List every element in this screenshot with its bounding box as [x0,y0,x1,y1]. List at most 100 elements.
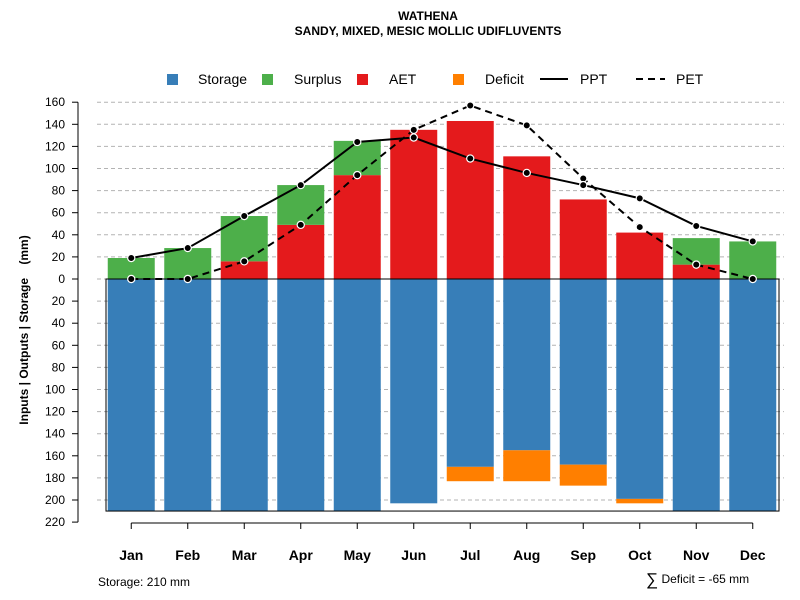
x-tick-label: Oct [628,547,652,563]
lines [127,101,757,284]
y-tick-label: 140 [45,117,65,131]
x-tick-label: Jul [460,547,480,563]
chart-title: WATHENA [398,9,458,23]
deficit-note: ∑ Deficit = -65 mm [646,570,749,590]
storage-bar [616,279,664,499]
legend-aet-swatch [357,74,368,85]
storage-note: Storage: 210 mm [98,575,191,589]
aet-bar [277,224,325,279]
legend-ppt-label: PPT [580,71,608,87]
ppt-point [183,243,192,253]
pet-line [131,104,753,280]
aet-bar [333,175,381,279]
y-tick-label: 60 [52,206,66,220]
x-tick-label: Jun [401,547,426,563]
ppt-point [692,221,701,231]
y-tick-label: 100 [45,162,65,176]
pet-point [353,170,362,180]
y-tick-label: 80 [52,184,66,198]
deficit-bar [503,450,551,482]
deficit-bar [446,466,494,482]
storage-bar [390,279,438,504]
y-tick-label: 100 [45,383,65,397]
aet-bar [390,129,438,279]
x-axis: Jan Feb Mar Apr May Jun Jul Aug Sep Oct Nov Dec [119,522,766,563]
legend-surplus-label: Surplus [294,71,341,87]
ppt-line [131,136,754,259]
pet-point [692,260,701,269]
y-tick-label: 120 [45,405,65,419]
deficit-bar [559,464,607,486]
x-tick-label: Nov [683,547,710,563]
ppt-point [409,133,418,142]
chart-subtitle: SANDY, MIXED, MESIC MOLLIC UDIFLUVENTS [294,24,562,38]
y-tick-label: 160 [45,449,65,463]
y-tick-label: 80 [52,360,66,374]
surplus-bar [729,241,777,279]
y-axis-label: Inputs | Outputs | Storage (mm) [17,235,31,424]
aet-bar [220,261,268,279]
deficit-bar [616,498,664,504]
x-tick-label: Mar [232,547,257,563]
storage-bar [220,279,268,512]
legend: Storage Surplus AET Deficit PPT PET [167,71,704,87]
pet-point [635,222,644,232]
y-axis: 1601401201008060402002040608010012014016… [45,95,79,529]
y-tick-label: 180 [45,471,65,485]
gridlines [97,101,784,501]
legend-pet-label: PET [676,71,704,87]
ppt-point [579,180,588,190]
ppt-point [296,180,305,190]
legend-storage-swatch [167,74,178,85]
x-tick-label: Feb [175,547,200,563]
y-tick-label: 20 [52,294,66,308]
x-tick-label: Jan [119,547,143,563]
y-tick-label: 220 [45,515,65,529]
y-tick-label: 140 [45,427,65,441]
surplus-bar [672,238,720,265]
ppt-point [240,211,249,221]
y-tick-label: 160 [45,95,65,109]
deficit-note-text: Deficit = -65 mm [661,572,750,586]
x-tick-label: Dec [740,547,766,563]
sigma-symbol: ∑ [646,570,659,589]
storage-bar [333,279,381,512]
x-tick-label: Apr [289,547,314,563]
surplus-bar [277,185,325,225]
surplus-bar [107,258,155,279]
pet-point [522,121,531,130]
legend-aet-label: AET [389,71,417,87]
pet-point [748,274,757,284]
ppt-point [748,237,757,246]
storage-bar [277,279,325,512]
ppt-point [466,154,475,163]
y-tick-label: 40 [52,228,66,242]
storage-bar [559,279,607,465]
y-tick-label: 120 [45,139,65,153]
legend-storage-label: Storage [198,71,247,87]
ppt-point [635,194,644,203]
storage-bar [164,279,212,512]
aet-bar [559,199,607,279]
y-tick-label: 40 [52,316,66,330]
aet-bar [446,120,494,279]
legend-deficit-swatch [453,74,464,85]
storage-bar [503,279,551,451]
storage-capacity-box [105,278,780,512]
pet-point [296,220,305,230]
surplus-bar [220,216,268,262]
legend-surplus-swatch [262,74,273,85]
y-tick-label: 200 [45,493,65,507]
legend-deficit-label: Deficit [485,71,524,87]
pet-point [409,125,418,135]
ppt-point [522,168,531,178]
pet-point [127,274,136,284]
storage-bar [672,279,720,512]
y-tick-label: 60 [52,338,66,352]
y-tick-label: 0 [58,272,65,286]
ppt-point [127,253,136,263]
ppt-point [353,137,362,147]
x-tick-label: Aug [513,547,540,563]
y-tick-label: 20 [52,250,66,264]
pet-point [183,274,192,284]
